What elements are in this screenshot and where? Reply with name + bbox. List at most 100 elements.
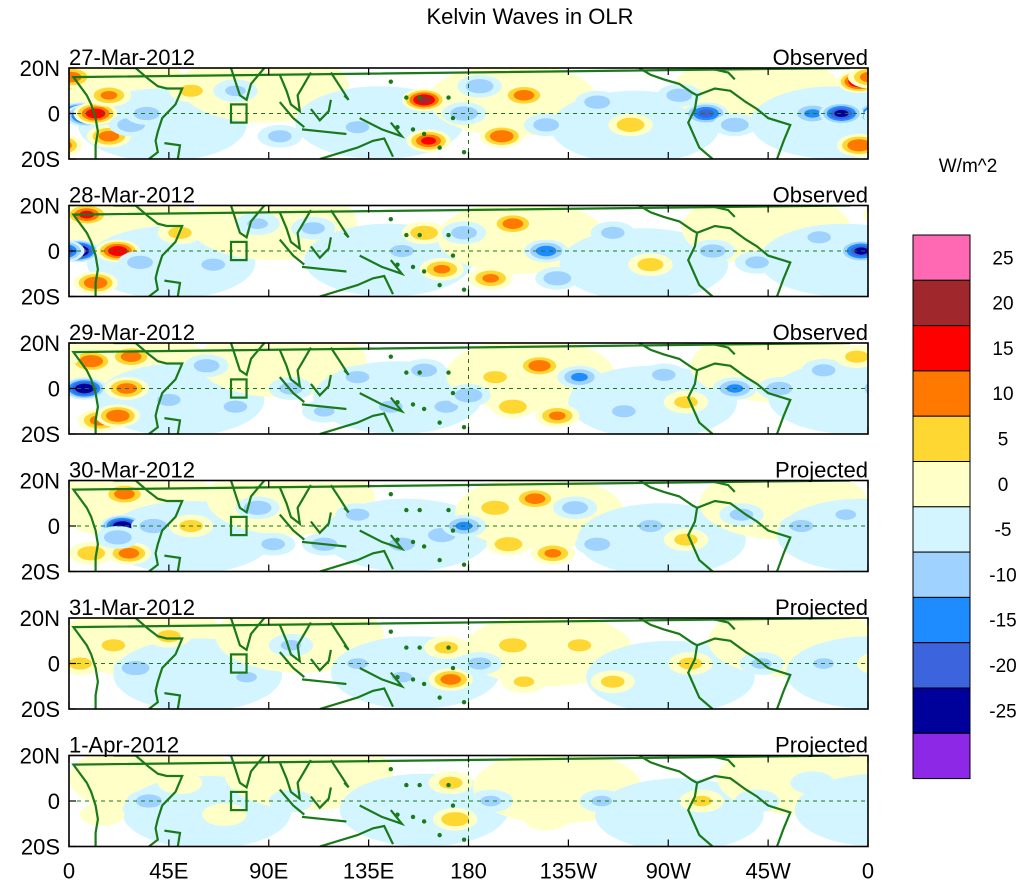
- anomaly-contour: [421, 136, 437, 145]
- coastline: [310, 374, 332, 397]
- coastline: [329, 759, 350, 789]
- island: [446, 507, 451, 513]
- island: [395, 674, 400, 680]
- anomaly-contour: [863, 108, 868, 123]
- coastline: [301, 128, 347, 136]
- coastline: [638, 755, 698, 784]
- coastline: [359, 254, 406, 277]
- island: [437, 832, 442, 838]
- coastline: [71, 343, 851, 434]
- coastline: [638, 480, 698, 509]
- panel-date: 1-Apr-2012: [69, 733, 179, 758]
- x-tick-label: 90E: [249, 859, 288, 884]
- coastline: [301, 540, 347, 548]
- y-tick-label: 20S: [21, 835, 60, 860]
- island: [450, 665, 456, 671]
- island: [450, 528, 456, 533]
- panel-status: Observed: [773, 320, 868, 345]
- panel-date: 29-Mar-2012: [69, 320, 195, 345]
- anomaly-contour: [114, 488, 135, 500]
- anomaly-contour: [535, 245, 557, 257]
- anomaly-contour: [865, 247, 868, 255]
- island: [421, 819, 427, 824]
- coastline: [686, 95, 714, 159]
- coastline: [686, 507, 714, 572]
- colorbar-label: 10: [992, 384, 1013, 405]
- coastline: [278, 71, 312, 114]
- coastline: [278, 101, 305, 129]
- coastline: [113, 618, 184, 709]
- anomaly-contour: [678, 657, 703, 670]
- anomaly-contour: [766, 381, 793, 396]
- chart-title: Kelvin Waves in OLR: [426, 4, 633, 29]
- anomaly-contour: [451, 226, 478, 240]
- x-axis: 0 45E 90E 135E 180 135W 90W 45W 0: [63, 859, 874, 884]
- island: [417, 370, 422, 375]
- anomaly-contour: [101, 639, 126, 652]
- island: [421, 131, 427, 137]
- coastline: [71, 755, 851, 847]
- coastline: [71, 205, 851, 297]
- anomaly-contour: [562, 501, 588, 515]
- y-tick-label: 20S: [21, 560, 60, 585]
- anomaly-contour: [261, 538, 285, 551]
- x-tick-label: 135E: [343, 859, 394, 884]
- panel-date: 31-Mar-2012: [69, 595, 195, 620]
- anomaly-contour: [790, 771, 835, 795]
- island: [446, 95, 451, 100]
- y-tick-label: 20S: [21, 285, 60, 310]
- coastline: [319, 412, 394, 434]
- anomaly-contour: [482, 274, 500, 283]
- island: [437, 695, 442, 700]
- anomaly-contour: [811, 364, 836, 377]
- coastline: [71, 618, 851, 709]
- anomaly-contour: [454, 388, 483, 403]
- island: [461, 424, 467, 430]
- y-tick-label: 20S: [21, 697, 60, 722]
- island: [417, 507, 422, 513]
- island: [446, 782, 451, 788]
- anomaly-contour: [69, 137, 78, 153]
- island: [450, 115, 456, 121]
- coastline: [229, 755, 266, 790]
- anomaly-contour: [434, 641, 459, 654]
- anomaly-contour: [789, 519, 814, 533]
- y-tick-label: 20N: [20, 331, 60, 356]
- anomaly-contour: [193, 359, 220, 373]
- island: [461, 287, 467, 292]
- coastline: [329, 209, 350, 239]
- anomaly-contour: [236, 671, 257, 683]
- anomaly-contour: [584, 537, 611, 551]
- island: [417, 782, 422, 788]
- coastline: [707, 755, 736, 768]
- coastline: [301, 815, 347, 823]
- colorbar-swatch: [912, 687, 971, 734]
- panel-date: 28-Mar-2012: [69, 183, 195, 208]
- x-tick-label: 135W: [540, 859, 598, 884]
- colorbar-swatch: [912, 551, 971, 598]
- coastline: [329, 71, 350, 101]
- anomaly-contour: [528, 360, 551, 372]
- coastline: [71, 68, 851, 159]
- anomaly-contour: [480, 795, 501, 807]
- anomaly-contour: [729, 508, 754, 521]
- island: [410, 539, 416, 545]
- coastline: [310, 649, 332, 672]
- coastline: [229, 68, 266, 102]
- panel: 20N 0 20S 28-Mar-2012 Observed: [20, 183, 869, 310]
- colorbar-label: 0: [998, 475, 1009, 496]
- anomaly-contour: [75, 383, 94, 394]
- colorbar-swatch: [912, 596, 971, 644]
- island: [404, 645, 409, 650]
- anomaly-contour: [502, 218, 524, 229]
- olr-field: [69, 68, 868, 159]
- island: [404, 95, 409, 100]
- island: [388, 766, 394, 772]
- coastline: [329, 484, 350, 514]
- island: [404, 507, 409, 513]
- anomaly-contour: [868, 542, 912, 565]
- island: [404, 232, 409, 238]
- coastline: [707, 68, 736, 81]
- x-tick-label: 0: [862, 859, 874, 884]
- colorbar-label: 5: [998, 430, 1009, 451]
